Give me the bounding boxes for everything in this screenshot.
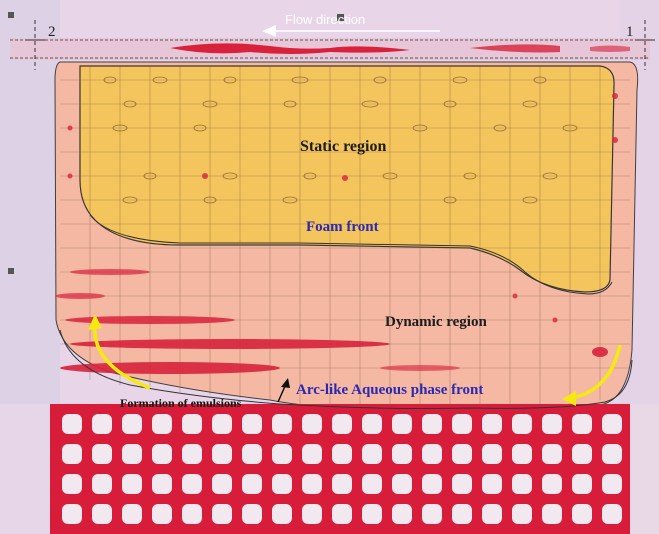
- yellow-arrow-left-head: [88, 314, 102, 330]
- lattice-right-fade: [630, 404, 659, 534]
- channel-red-blob-2: [470, 44, 560, 53]
- static-region-label: Static region: [300, 138, 387, 155]
- foam-bubbles: [103, 76, 578, 204]
- yellow-arrow-right: [571, 344, 622, 400]
- yellow-arrow-left: [92, 321, 151, 390]
- yellow-arrow-right-head: [562, 391, 576, 406]
- foam-front-line: [89, 214, 613, 295]
- aqueous-front-line: [59, 329, 633, 409]
- emulsion-arrow-head: [281, 378, 290, 388]
- flow-arrow-head: [262, 25, 276, 37]
- arc-front-label: Arc-like Aqueous phase front: [296, 382, 484, 398]
- dynamic-region-label: Dynamic region: [385, 314, 487, 330]
- channel-red-blob-3: [590, 45, 630, 52]
- channel-red-blob-1: [170, 43, 410, 54]
- outlet-number-label: 2: [48, 24, 56, 40]
- inlet-number-label: 1: [626, 24, 634, 40]
- lattice-left-fade: [0, 404, 50, 534]
- foam-front-label: Foam front: [306, 219, 379, 235]
- corner-marker-left-top: [8, 12, 14, 18]
- corner-marker-left-mid: [8, 268, 14, 274]
- flow-direction-label: Flow direction: [285, 12, 366, 27]
- lattice-holes: [62, 414, 622, 524]
- emulsion-label: Formation of emulsions: [120, 396, 242, 410]
- corner-marker-top: [337, 14, 344, 21]
- aqueous-streaks: [55, 93, 618, 374]
